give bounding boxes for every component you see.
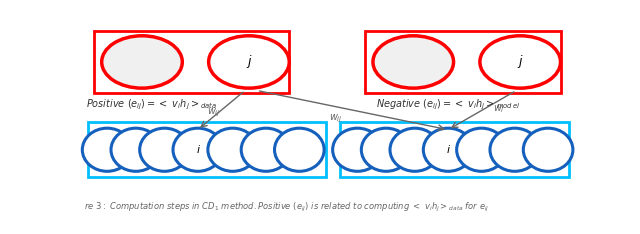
Ellipse shape xyxy=(333,128,382,171)
Text: $\mathit{Positive}\ (e_{ij})=<\ v_ih_j>_{data}$: $\mathit{Positive}\ (e_{ij})=<\ v_ih_j>_… xyxy=(86,97,218,112)
Text: i: i xyxy=(196,145,200,155)
Text: $w_{i}$: $w_{i}$ xyxy=(493,103,505,115)
Text: $\mathit{Negative}\ (e_{ij})=<\ v_ih_j>_{mod\,el}$: $\mathit{Negative}\ (e_{ij})=<\ v_ih_j>_… xyxy=(376,97,520,112)
Text: $w_{ij}$: $w_{ij}$ xyxy=(329,113,342,125)
Ellipse shape xyxy=(423,128,473,171)
Bar xyxy=(94,31,289,93)
Ellipse shape xyxy=(209,36,289,88)
Ellipse shape xyxy=(83,128,132,171)
Bar xyxy=(365,31,561,93)
Ellipse shape xyxy=(111,128,161,171)
Ellipse shape xyxy=(102,36,182,88)
Bar xyxy=(340,122,569,177)
Ellipse shape xyxy=(208,128,257,171)
Ellipse shape xyxy=(275,128,324,171)
Text: j: j xyxy=(518,55,522,69)
Text: i: i xyxy=(447,145,450,155)
Ellipse shape xyxy=(457,128,506,171)
Ellipse shape xyxy=(140,128,189,171)
Text: j: j xyxy=(247,55,251,69)
Ellipse shape xyxy=(362,128,411,171)
Bar xyxy=(88,122,326,177)
Ellipse shape xyxy=(490,128,540,171)
Ellipse shape xyxy=(524,128,573,171)
Text: $\mathit{re\ 3:\ Computation\ steps\ in\ CD_1\ method.Positive}\ (e_{ij})\ \math: $\mathit{re\ 3:\ Computation\ steps\ in\… xyxy=(84,201,490,214)
Ellipse shape xyxy=(390,128,440,171)
Text: $w_{ij}$: $w_{ij}$ xyxy=(207,107,221,119)
Ellipse shape xyxy=(241,128,291,171)
Ellipse shape xyxy=(173,128,223,171)
Ellipse shape xyxy=(373,36,454,88)
Ellipse shape xyxy=(480,36,561,88)
